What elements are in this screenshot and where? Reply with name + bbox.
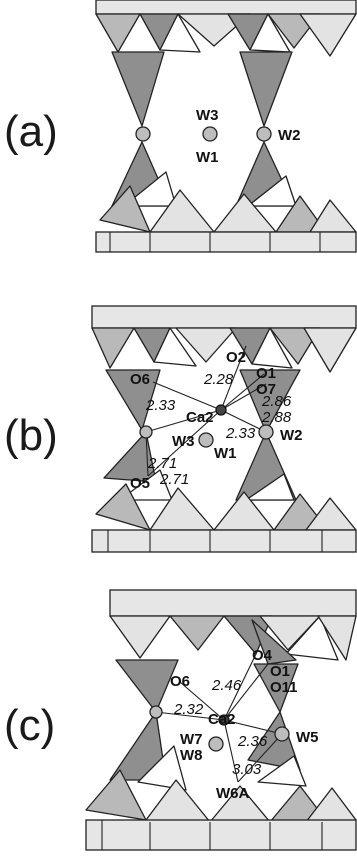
- framework-band-top: [91, 305, 357, 329]
- framework-bottom: [85, 711, 357, 823]
- site-label-o2: O2: [226, 349, 246, 366]
- panel-label-b: (b): [4, 411, 58, 460]
- distance-label: 2.28: [203, 371, 234, 388]
- site-label-ca2: Ca2: [186, 409, 214, 426]
- site-label-w2: W2: [280, 427, 303, 444]
- distance-label: 2.32: [173, 701, 204, 718]
- distance-label: 2.36: [237, 733, 268, 750]
- distance-label: 2.33: [145, 397, 176, 414]
- site-label-w6a: W6A: [216, 785, 250, 802]
- site-label-w3: W3: [196, 107, 219, 124]
- water-w5-atom: [274, 726, 290, 742]
- site-label-w1: W1: [196, 149, 219, 166]
- water-w7-w8-atom: [208, 736, 224, 752]
- site-label-ca2: Ca2: [208, 711, 236, 728]
- distance-label: 2.71: [159, 471, 189, 488]
- distance-label: 2.33: [225, 425, 256, 442]
- site-label-o11: O11: [270, 679, 298, 696]
- site-label-o5: O5: [130, 475, 150, 492]
- framework-top: [109, 615, 357, 713]
- site-label-o7: O7: [256, 381, 276, 398]
- panel-a: (a) W3 W1 W2: [4, 0, 357, 253]
- ca2-bonds: [155, 653, 283, 783]
- site-label-w3: W3: [172, 433, 195, 450]
- water-w2-atom: [256, 126, 272, 142]
- distance-label: 3.03: [232, 761, 262, 778]
- site-label-o1: O1: [256, 365, 276, 382]
- site-label-w7: W7: [180, 731, 203, 748]
- distance-label: 2.88: [261, 409, 292, 426]
- site-label-o4: O4: [252, 647, 273, 664]
- framework-band-bottom: [95, 231, 357, 253]
- distance-label: 2.71: [147, 455, 177, 472]
- water-w2-atom: [258, 424, 274, 440]
- framework-band-bottom: [85, 819, 357, 851]
- framework-band-top: [109, 589, 357, 617]
- oxygen-atom-left: [149, 705, 163, 719]
- panel-label-a: (a): [4, 107, 58, 156]
- site-label-w2: W2: [278, 127, 301, 144]
- framework-top: [91, 327, 357, 433]
- water-w1-atom: [198, 432, 214, 448]
- panel-label-c: (c): [4, 701, 55, 750]
- site-label-o6: O6: [130, 371, 150, 388]
- framework-bottom: [99, 141, 357, 233]
- panel-b: (b) O2 O1 O7 O6 Ca2 W3 W1 W2 O5 2.28 2.8…: [4, 305, 357, 553]
- site-label-w1: W1: [214, 445, 237, 462]
- water-w-left: [135, 126, 151, 142]
- panel-c: (c) O4 O1 O11 O6 Ca2 W7 W8 W5 W6A 2.46 2…: [4, 589, 357, 851]
- calcium-ca2-atom: [215, 404, 227, 416]
- site-label-w8: W8: [180, 747, 203, 764]
- framework-top: [95, 13, 357, 127]
- calcium-ca2-atom: [218, 714, 230, 726]
- framework-band-bottom: [91, 529, 357, 553]
- site-label-w5: W5: [296, 729, 319, 746]
- oxygen-atom-left: [139, 425, 153, 439]
- site-label-o1: O1: [270, 663, 290, 680]
- distance-label: 2.46: [211, 677, 242, 694]
- distance-label: 2.86: [261, 393, 292, 410]
- site-label-o6: O6: [170, 673, 190, 690]
- framework-bottom: [95, 431, 357, 531]
- ca2-bonds: [145, 345, 267, 477]
- water-w1-atom: [202, 126, 218, 142]
- framework-band-top: [95, 0, 357, 15]
